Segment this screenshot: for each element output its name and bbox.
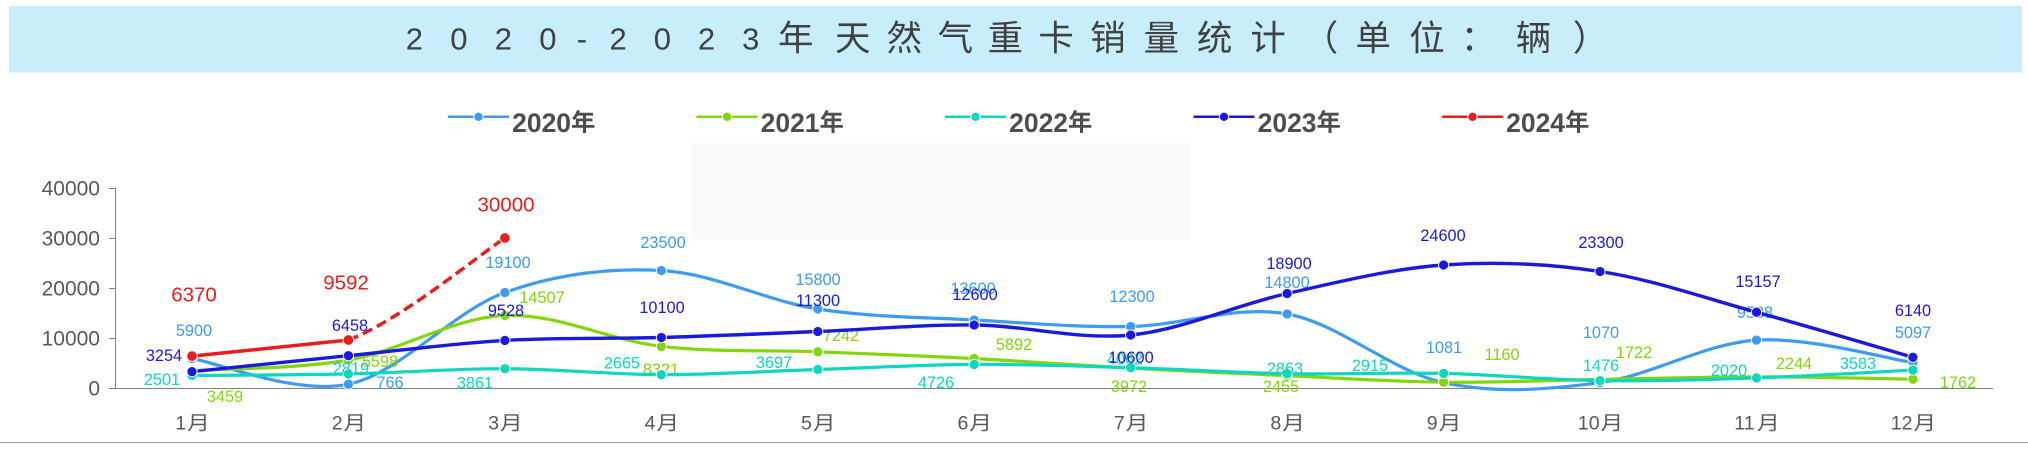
svg-text:0: 0 [654,22,671,57]
svg-text:4062: 4062 [1107,350,1143,368]
svg-text:2501: 2501 [144,371,180,389]
svg-text:9: 9 [1427,413,1438,435]
svg-text:6: 6 [958,413,969,435]
svg-text:11: 11 [1734,413,1754,435]
svg-text:2021: 2021 [761,108,820,138]
svg-text:10: 10 [1578,413,1600,435]
svg-text:2455: 2455 [1263,378,1299,396]
svg-text:2244: 2244 [1776,355,1812,373]
svg-text:2863: 2863 [1267,360,1303,378]
svg-text:2020: 2020 [1711,362,1747,380]
svg-text:7: 7 [1114,413,1125,435]
svg-text:5900: 5900 [176,322,212,340]
svg-text:23500: 23500 [640,234,685,252]
svg-text:1081: 1081 [1426,339,1462,357]
svg-text:5892: 5892 [996,336,1032,354]
svg-text:19100: 19100 [485,254,530,272]
svg-text:766: 766 [376,374,403,392]
svg-text:3697: 3697 [756,354,792,372]
svg-text:10100: 10100 [639,299,684,317]
svg-text:6458: 6458 [332,317,368,335]
svg-text:15157: 15157 [1735,273,1780,291]
svg-text:3861: 3861 [457,374,493,392]
svg-text:2819: 2819 [333,360,369,378]
svg-text:0: 0 [88,378,100,401]
svg-text:4: 4 [645,413,656,435]
svg-text:5598: 5598 [362,353,398,371]
svg-text:23300: 23300 [1578,234,1623,252]
svg-text:3459: 3459 [207,388,243,406]
svg-text:1: 1 [175,413,186,435]
svg-text:14507: 14507 [519,289,564,307]
svg-text:15800: 15800 [795,271,840,289]
svg-text:10600: 10600 [1108,349,1153,367]
svg-text:2024: 2024 [1506,108,1565,138]
svg-text:18900: 18900 [1266,255,1311,273]
svg-text:2023: 2023 [1258,108,1317,138]
svg-text:12600: 12600 [952,286,997,304]
svg-text:9592: 9592 [323,271,369,294]
svg-text:11300: 11300 [796,292,840,310]
svg-text:5097: 5097 [1895,324,1931,342]
svg-text:6140: 6140 [1895,302,1931,320]
svg-text:3: 3 [488,413,499,435]
svg-text:2020: 2020 [512,108,571,138]
svg-text:12: 12 [1891,413,1913,435]
svg-text:2665: 2665 [604,355,640,373]
svg-text:3972: 3972 [1111,378,1147,396]
svg-text:2: 2 [332,413,343,435]
svg-text:1070: 1070 [1583,324,1619,342]
svg-text:2: 2 [495,22,512,57]
svg-text:1762: 1762 [1940,374,1976,392]
svg-text:24600: 24600 [1420,227,1465,245]
svg-text:13600: 13600 [950,280,995,298]
svg-text:20000: 20000 [42,278,100,301]
svg-text:1476: 1476 [1583,357,1619,375]
svg-text:0: 0 [539,22,556,57]
svg-text:3254: 3254 [146,347,182,365]
svg-text:3583: 3583 [1840,355,1876,373]
svg-text:2: 2 [610,22,627,57]
svg-text:2915: 2915 [1352,357,1388,375]
svg-text:30000: 30000 [42,228,100,251]
svg-text:8: 8 [1270,413,1281,435]
svg-text:12300: 12300 [1109,288,1154,306]
svg-text:1722: 1722 [1616,344,1652,362]
svg-text:40000: 40000 [42,178,100,201]
svg-text:3: 3 [742,22,759,57]
svg-text:0: 0 [450,22,467,57]
svg-text:14800: 14800 [1264,274,1309,292]
svg-text:2022: 2022 [1009,108,1068,138]
svg-text:2: 2 [698,22,715,57]
svg-text:1160: 1160 [1484,346,1519,364]
svg-text:5: 5 [801,413,812,435]
svg-text:10000: 10000 [42,328,100,351]
svg-text:9528: 9528 [488,302,524,320]
svg-text:30000: 30000 [477,193,534,216]
svg-text:2: 2 [406,22,423,57]
svg-text:4726: 4726 [918,374,954,392]
svg-text:-: - [577,22,587,57]
svg-text:6370: 6370 [171,283,217,306]
